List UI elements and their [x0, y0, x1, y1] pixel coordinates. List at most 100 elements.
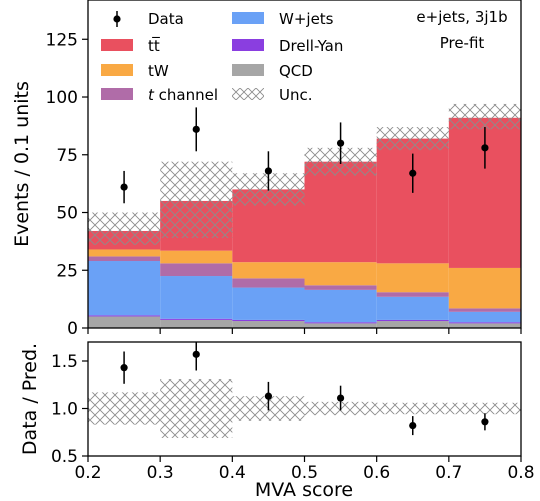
- data-point: [120, 183, 128, 191]
- channel-annotation: e+jets, 3j1b: [416, 8, 507, 26]
- stack-bar: [88, 249, 161, 257]
- legend-swatch: [101, 64, 133, 76]
- stack-bar: [160, 250, 233, 264]
- data-point: [264, 167, 273, 175]
- stack-bar: [448, 323, 521, 328]
- stack-bar: [88, 256, 161, 262]
- legend-label: t channel: [148, 86, 218, 104]
- stack-bar: [304, 262, 377, 286]
- legend-data-marker: [113, 15, 121, 23]
- y-tick-label: 75: [56, 146, 78, 166]
- ratio-point: [481, 418, 489, 426]
- legend-entry: QCD: [232, 62, 313, 80]
- legend-entry: tW: [101, 62, 169, 80]
- ratio-uncertainty-box: [160, 379, 233, 438]
- stack-bar: [232, 262, 305, 279]
- data-point: [409, 169, 417, 177]
- stack-bar: [232, 319, 305, 322]
- stack-bar: [304, 322, 377, 324]
- main-y-axis-label: Events / 0.1 units: [11, 81, 33, 247]
- stack-bar: [160, 319, 233, 328]
- ratio-x-axis: 0.2 0.3 0.4 0.5 0.6 0.7 0.8: [74, 456, 535, 483]
- ratio-uncertainty-box: [376, 402, 449, 415]
- legend-entry: Data: [113, 10, 184, 28]
- stack-bar: [304, 289, 377, 323]
- stack-bar: [232, 321, 305, 328]
- stack-bar: [160, 276, 233, 319]
- legend-entry: Drell-Yan: [232, 37, 343, 55]
- data-point: [336, 139, 345, 147]
- ratio-uncertainty-box: [88, 392, 161, 425]
- stack-bar: [376, 319, 449, 322]
- ratio-y-axis: 0.5 1.0 1.5: [51, 352, 88, 467]
- legend-label: tt̅: [148, 36, 161, 55]
- x-tick-label: 0.8: [507, 463, 534, 483]
- x-tick-label: 0.4: [219, 463, 246, 483]
- uncertainty-box: [160, 161, 233, 238]
- x-tick-label: 0.3: [147, 463, 174, 483]
- legend-label: QCD: [279, 62, 313, 80]
- data-points: [120, 107, 489, 204]
- stack-bar: [304, 323, 377, 328]
- ratio-y-tick-label: 0.5: [51, 447, 78, 467]
- y-tick-label: 0: [67, 319, 78, 339]
- legend-entry: Unc.: [232, 86, 313, 104]
- legend-entry: W+jets: [232, 10, 334, 28]
- stack-bar: [88, 315, 161, 317]
- legend: Data tt̅ tW t channel W+jets Drell-Yan QCD Unc.: [101, 10, 343, 104]
- ratio-uncertainty-box: [448, 402, 521, 415]
- stack-bar: [448, 267, 521, 309]
- data-point: [481, 144, 489, 152]
- legend-entry: tt̅: [101, 36, 161, 55]
- legend-label: W+jets: [279, 10, 334, 28]
- ratio-point: [264, 392, 273, 400]
- main-panel: 0 25 50 75 100 125 Events / 0.1 units Data tt̅…: [11, 0, 522, 339]
- stack-bar: [448, 308, 521, 312]
- x-axis-label: MVA score: [255, 479, 353, 501]
- legend-uncertainty-swatch: [232, 88, 264, 100]
- x-tick-label: 0.6: [363, 463, 390, 483]
- legend-label: Data: [148, 10, 184, 28]
- stack-bar: [232, 287, 305, 320]
- legend-label: tW: [148, 62, 169, 80]
- y-tick-label: 100: [46, 88, 78, 108]
- legend-swatch: [101, 88, 133, 100]
- ratio-uncertainty-band: [88, 379, 521, 438]
- stack-bar: [376, 321, 449, 328]
- ratio-y-axis-label: Data / Pred.: [19, 343, 41, 455]
- y-tick-label: 50: [56, 204, 78, 224]
- stack-bar: [88, 316, 161, 328]
- stack-bar: [376, 292, 449, 297]
- uncertainty-band: [88, 103, 521, 245]
- stack-bar: [376, 296, 449, 320]
- stack-bar: [232, 278, 305, 288]
- ratio-point: [409, 422, 417, 430]
- ratio-points: [120, 342, 489, 436]
- main-x-axis: [87, 328, 522, 334]
- stack-bar: [448, 322, 521, 324]
- stack-bar: [304, 161, 377, 263]
- x-tick-label: 0.2: [74, 463, 101, 483]
- legend-swatch: [232, 64, 264, 76]
- series-3: [88, 256, 521, 312]
- stack-bar: [160, 318, 233, 320]
- series-2: [88, 261, 521, 323]
- ratio-point: [192, 350, 200, 358]
- series-0: [88, 316, 521, 328]
- main-y-axis: 0 25 50 75 100 125: [46, 30, 88, 339]
- data-point: [192, 125, 200, 133]
- uncertainty-box: [376, 127, 449, 151]
- legend-label: Unc.: [279, 86, 313, 104]
- uncertainty-box: [448, 103, 521, 130]
- legend-swatch: [232, 39, 264, 51]
- stack-bar: [88, 261, 161, 316]
- stack-bar: [160, 263, 233, 277]
- series-1: [88, 315, 521, 324]
- x-tick-label: 0.7: [435, 463, 462, 483]
- y-tick-label: 125: [46, 30, 78, 50]
- stack-bar: [304, 285, 377, 290]
- x-tick-label: 0.5: [291, 463, 318, 483]
- ratio-y-tick-label: 1.0: [51, 400, 78, 420]
- ratio-point: [120, 364, 128, 372]
